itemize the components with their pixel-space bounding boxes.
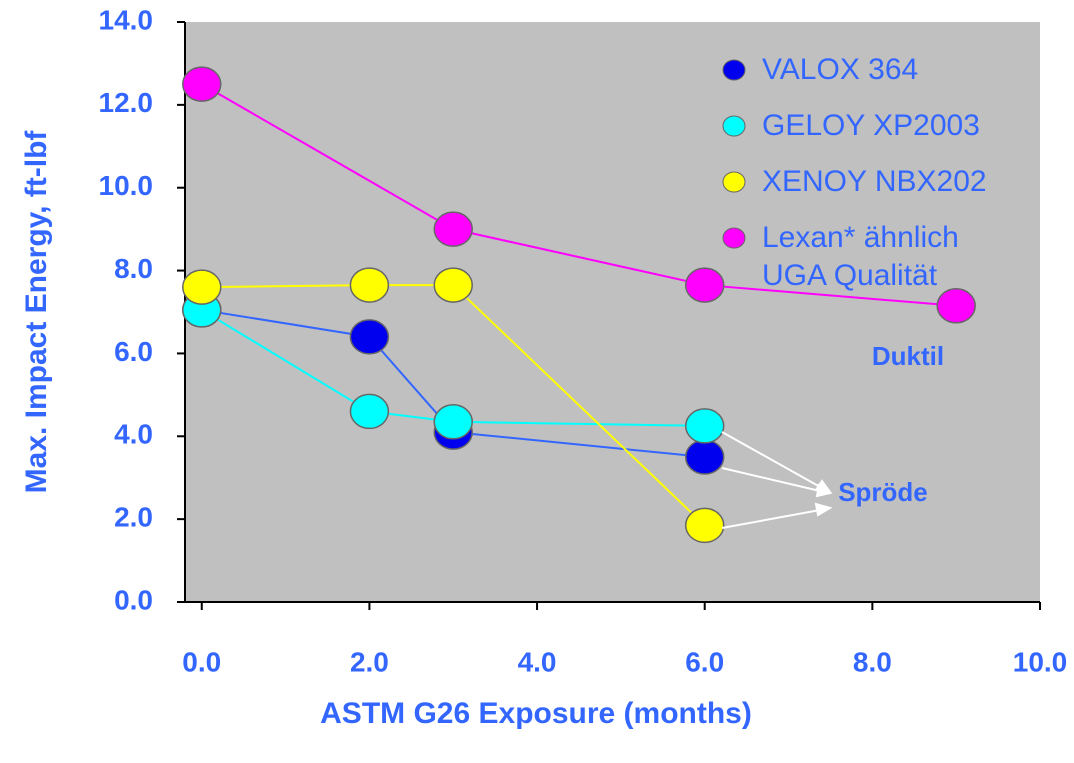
y-tick-label: 2.0 <box>114 502 153 533</box>
data-point <box>349 267 390 303</box>
annotation: Spröde <box>838 477 928 507</box>
series-line <box>201 308 705 458</box>
series-line <box>201 284 706 527</box>
y-tick-label: 12.0 <box>99 87 154 118</box>
legend-label: GELOY XP2003 <box>762 109 980 142</box>
y-tick-label: 8.0 <box>114 253 153 284</box>
data-point <box>684 267 725 303</box>
legend-marker <box>722 59 746 81</box>
x-axis-title: ASTM G26 Exposure (months) <box>320 697 752 730</box>
data-point <box>349 393 390 430</box>
plot-area <box>185 22 1040 602</box>
data-point <box>936 288 976 324</box>
x-tick-label: 2.0 <box>350 646 389 677</box>
annotation: Duktil <box>872 341 944 371</box>
data-point <box>433 404 473 440</box>
x-tick-label: 4.0 <box>518 646 557 677</box>
data-point <box>684 408 725 444</box>
series-line <box>201 309 705 427</box>
y-tick-label: 0.0 <box>114 584 153 615</box>
y-tick-label: 4.0 <box>114 419 153 450</box>
y-tick-label: 14.0 <box>99 4 154 35</box>
data-point <box>433 211 473 247</box>
legend-marker <box>722 115 746 137</box>
x-tick-label: 6.0 <box>685 646 724 677</box>
y-tick-label: 10.0 <box>99 170 154 201</box>
x-tick-label: 0.0 <box>182 646 221 677</box>
data-point <box>182 269 222 305</box>
arrows <box>721 431 833 529</box>
legend-label: Lexan* ähnlich UGA Qualität <box>762 221 959 292</box>
legend-marker <box>722 227 746 249</box>
data-point <box>684 507 725 544</box>
data-point <box>349 319 390 355</box>
data-point <box>182 66 222 102</box>
x-tick-label: 8.0 <box>853 646 892 677</box>
series-line <box>201 83 957 307</box>
y-tick-label: 6.0 <box>114 336 153 367</box>
legend-label: VALOX 364 <box>762 53 919 86</box>
x-tick-label: 10.0 <box>1013 646 1068 677</box>
legend-label: XENOY NBX202 <box>762 165 987 198</box>
data-point <box>433 267 473 303</box>
legend-marker <box>722 171 746 193</box>
data-point <box>684 439 725 475</box>
y-axis-title: Max. Impact Energy, ft-lbf <box>20 130 53 494</box>
